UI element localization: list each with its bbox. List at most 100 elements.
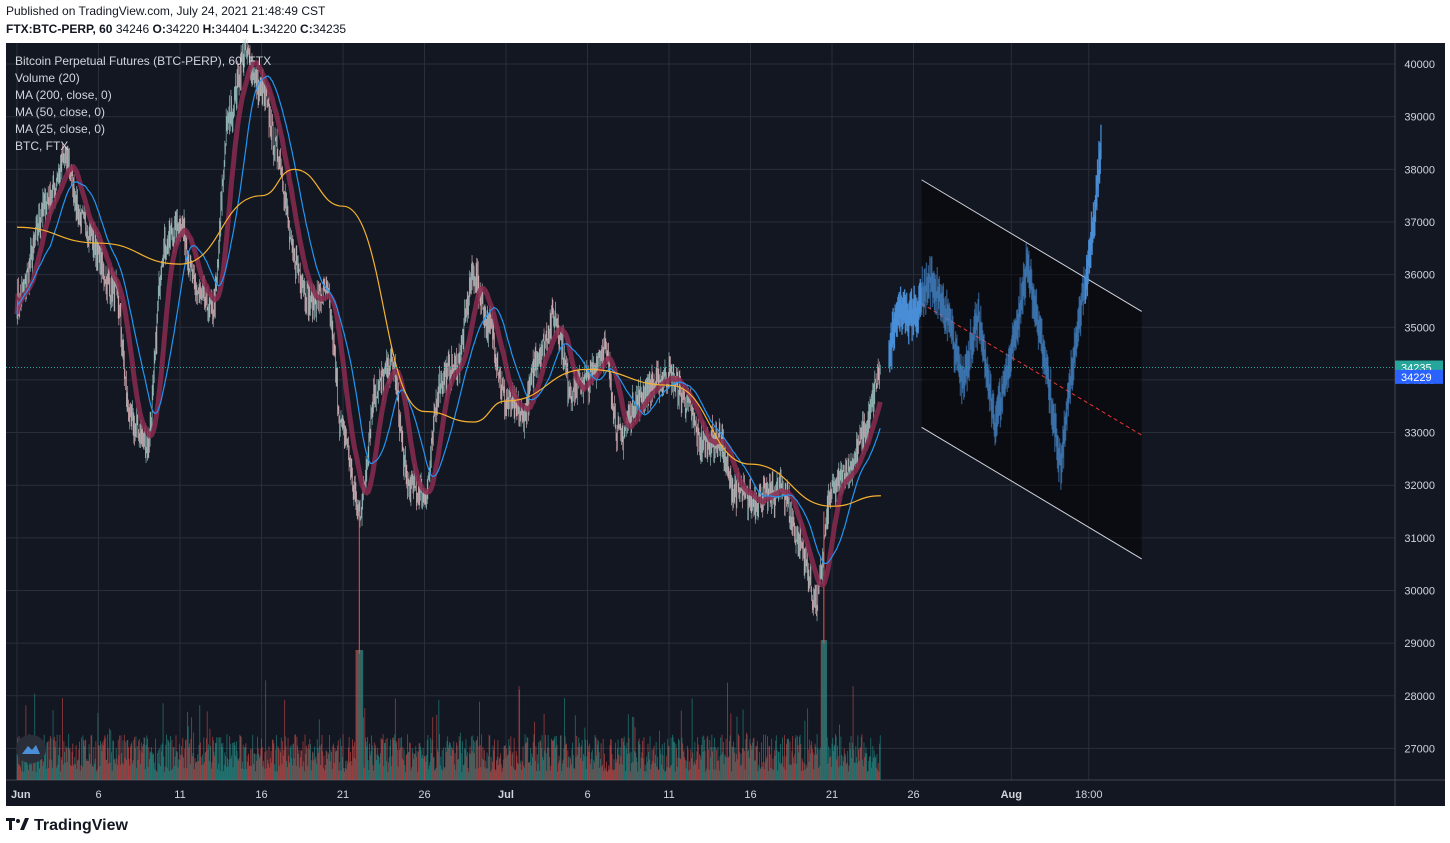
volume-bar	[732, 747, 734, 780]
volume-bar	[215, 743, 217, 780]
volume-bar	[784, 769, 786, 780]
volume-bar	[224, 752, 226, 780]
volume-bar	[458, 759, 459, 780]
legend-volume[interactable]: Volume (20)	[15, 71, 80, 85]
volume-bar	[312, 752, 314, 780]
volume-bar	[331, 769, 333, 780]
volume-bar	[134, 737, 135, 780]
compare-price-badge-bg	[1395, 369, 1443, 384]
ma200-line	[16, 168, 881, 507]
volume-bar	[90, 735, 92, 780]
volume-bar	[815, 746, 817, 780]
volume-bar	[521, 769, 523, 780]
volume-bar	[667, 745, 669, 780]
volume-bar	[234, 745, 236, 780]
volume-bar	[767, 736, 768, 780]
volume-bar	[55, 767, 57, 780]
tradingview-badge-icon[interactable]	[16, 735, 46, 763]
volume-bar	[81, 737, 83, 780]
volume-bar	[574, 768, 576, 780]
volume-bar	[87, 760, 89, 780]
time-tick-label: 16	[744, 789, 756, 801]
volume-bar	[288, 755, 290, 780]
volume-bar	[483, 750, 485, 780]
volume-bar	[407, 751, 409, 780]
volume-bar	[679, 757, 681, 780]
volume-bar	[600, 743, 602, 780]
volume-bar	[81, 766, 83, 780]
volume-bar	[432, 717, 434, 780]
volume-bar	[666, 767, 668, 780]
volume-bar	[869, 756, 871, 780]
volume-bar	[193, 732, 195, 780]
tradingview-logo[interactable]: TradingView	[6, 817, 128, 835]
volume-bar	[66, 761, 68, 780]
volume-bar	[456, 742, 457, 780]
compare-price-badge: 34229	[1401, 372, 1432, 384]
volume-bar	[566, 743, 567, 780]
volume-bar	[694, 741, 696, 780]
volume-bar	[684, 759, 686, 780]
volume-bar	[798, 752, 800, 780]
volume-bar	[161, 751, 163, 780]
volume-bar	[230, 758, 232, 780]
chart-background	[6, 43, 1445, 806]
volume-bar	[147, 767, 149, 780]
volume-bar	[199, 742, 201, 780]
volume-bar	[97, 712, 99, 780]
volume-bar	[193, 769, 195, 780]
volume-bar	[94, 758, 96, 780]
volume-bar	[392, 737, 394, 780]
volume-bar	[621, 738, 622, 780]
legend-title[interactable]: Bitcoin Perpetual Futures (BTC-PERP), 60…	[15, 54, 272, 68]
volume-bar	[770, 767, 772, 780]
volume-bar	[810, 744, 812, 780]
volume-bar	[705, 771, 707, 780]
volume-bar	[563, 748, 565, 780]
volume-bar	[178, 743, 180, 780]
legend-ma200[interactable]: MA (200, close, 0)	[15, 88, 112, 102]
volume-bar	[663, 742, 665, 780]
volume-bar	[132, 763, 133, 780]
volume-bar	[386, 738, 388, 780]
volume-bar	[204, 762, 205, 780]
volume-bar	[479, 744, 481, 780]
volume-bar	[560, 735, 562, 780]
volume-bar	[210, 746, 212, 780]
volume-bar	[318, 752, 320, 780]
volume-bar	[65, 746, 67, 780]
volume-bar	[577, 746, 579, 780]
volume-bar	[43, 734, 45, 780]
volume-bar	[16, 749, 18, 780]
volume-bar	[677, 757, 679, 780]
volume-bar	[415, 746, 417, 780]
volume-bar	[411, 767, 413, 780]
volume-bar	[507, 754, 509, 780]
volume-bar	[876, 753, 878, 780]
volume-bar	[212, 736, 214, 780]
volume-bar	[168, 771, 170, 780]
volume-bar	[790, 764, 792, 780]
volume-bar	[257, 736, 258, 780]
volume-bar	[511, 765, 512, 780]
volume-bar	[786, 738, 788, 780]
volume-bar	[874, 756, 876, 780]
volume-bar	[442, 770, 444, 780]
volume-bar	[107, 748, 109, 780]
volume-bar	[470, 753, 472, 780]
legend-ma25[interactable]: MA (25, close, 0)	[15, 122, 106, 136]
volume-bar	[659, 749, 661, 780]
volume-bar	[779, 743, 781, 780]
legend-compare[interactable]: BTC, FTX	[15, 139, 69, 153]
volume-bar	[77, 760, 78, 780]
volume-bar	[673, 741, 675, 780]
symbol-label: FTX:BTC-PERP, 60	[6, 22, 113, 36]
legend-ma50[interactable]: MA (50, close, 0)	[15, 105, 106, 119]
volume-bar	[703, 739, 705, 780]
volume-bar	[701, 736, 703, 780]
volume-bar	[127, 740, 129, 780]
volume-bar	[771, 738, 773, 780]
volume-bar	[43, 761, 44, 780]
volume-bar	[687, 749, 689, 780]
